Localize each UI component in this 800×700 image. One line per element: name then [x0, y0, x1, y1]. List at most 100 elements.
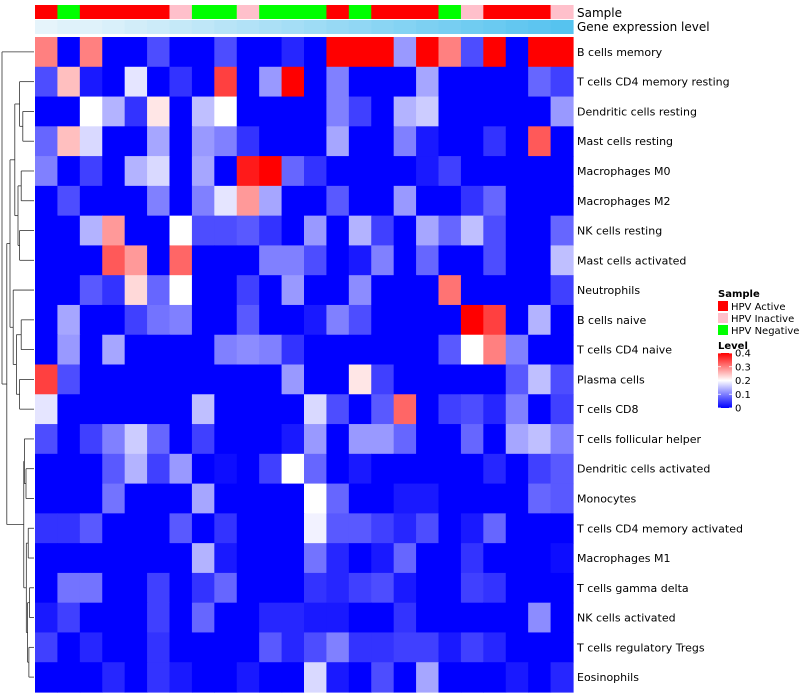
heatmap-cell — [326, 632, 350, 663]
heatmap-cell — [35, 66, 59, 98]
heatmap-cell — [348, 96, 372, 127]
heatmap-cell — [169, 424, 193, 455]
sample-annotation-cell — [371, 5, 395, 19]
heatmap-cell — [102, 483, 126, 514]
heatmap-cell — [550, 37, 574, 68]
sample-annotation-cell — [57, 5, 81, 19]
heatmap-cell — [460, 156, 484, 187]
heatmap-cell — [371, 364, 395, 395]
heatmap-cell — [35, 394, 59, 425]
heatmap-cell — [147, 304, 171, 336]
gene-level-annotation-cell — [191, 20, 215, 34]
heatmap-cell — [191, 126, 215, 157]
heatmap-cell — [259, 275, 283, 306]
heatmap-cell — [393, 334, 417, 366]
heatmap-cell — [102, 215, 126, 247]
gene-level-annotation-cell — [550, 20, 574, 34]
heatmap-cell — [326, 543, 350, 574]
heatmap-cell — [483, 572, 507, 604]
heatmap-cell — [505, 424, 529, 455]
heatmap-cell — [438, 275, 462, 306]
heatmap-cell — [214, 156, 238, 187]
heatmap-cell — [169, 602, 193, 634]
heatmap-cell — [460, 632, 484, 663]
heatmap-cell — [124, 156, 148, 187]
heatmap-cell — [57, 334, 81, 366]
heatmap-cell — [460, 572, 484, 604]
heatmap-cell — [304, 483, 328, 514]
heatmap-cell — [236, 37, 260, 68]
heatmap-cell — [79, 245, 103, 276]
heatmap-cell — [304, 632, 328, 663]
heatmap-cell — [259, 66, 283, 98]
row-label: Dendritic cells resting — [577, 105, 697, 118]
sample-annotation-cell — [124, 5, 148, 19]
heatmap-cell — [438, 543, 462, 574]
heatmap-cell — [259, 543, 283, 574]
row-label: NK cells resting — [577, 225, 662, 238]
sample-annotation-cell — [550, 5, 574, 19]
level-legend: Level 0.4 0.3 0.2 0.1 0 — [718, 341, 751, 415]
level-legend-label: 0.2 — [735, 376, 751, 387]
heatmap-cell — [35, 156, 59, 187]
heatmap-cell — [416, 126, 440, 157]
heatmap-cell — [57, 215, 81, 247]
gene-level-annotation-cell — [124, 20, 148, 34]
gene-level-annotation-cell — [371, 20, 395, 34]
heatmap-cell — [393, 156, 417, 187]
heatmap-cell — [57, 572, 81, 604]
heatmap-cell — [191, 424, 215, 455]
heatmap-cell — [371, 275, 395, 306]
heatmap-cell — [371, 424, 395, 455]
sample-annotation-cell — [460, 5, 484, 19]
heatmap-cell — [438, 394, 462, 425]
heatmap-cell — [281, 543, 305, 574]
heatmap-cell — [528, 543, 552, 574]
heatmap-cell — [57, 513, 81, 544]
heatmap-cell — [393, 572, 417, 604]
heatmap-cell — [371, 66, 395, 98]
heatmap-cell — [393, 543, 417, 574]
heatmap-cell — [304, 275, 328, 306]
heatmap-cell — [460, 543, 484, 574]
heatmap-cell — [348, 364, 372, 395]
heatmap-cell — [236, 394, 260, 425]
heatmap-cell — [483, 156, 507, 187]
heatmap-cell — [259, 632, 283, 663]
heatmap-cell — [438, 245, 462, 276]
heatmap-cell — [147, 126, 171, 157]
level-legend-title: Level — [718, 341, 748, 352]
heatmap-cell — [236, 632, 260, 663]
heatmap-cell — [528, 96, 552, 127]
heatmap-cell — [191, 632, 215, 663]
heatmap-cell — [124, 513, 148, 544]
heatmap-cell — [57, 483, 81, 514]
gene-level-annotation-cell — [35, 20, 59, 34]
heatmap-cell — [57, 126, 81, 157]
heatmap-cell — [124, 215, 148, 247]
sample-annotation-cell — [304, 5, 328, 19]
heatmap-cell — [124, 483, 148, 514]
heatmap-cell — [348, 66, 372, 98]
heatmap-cell — [550, 364, 574, 395]
heatmap-cell — [35, 185, 59, 217]
gene-level-annotation-cell — [326, 20, 350, 34]
heatmap-cell — [348, 245, 372, 276]
heatmap-cell — [35, 275, 59, 306]
heatmap-cell — [483, 245, 507, 276]
heatmap-cell — [326, 602, 350, 634]
heatmap-cell — [393, 662, 417, 693]
row-label: B cells memory — [577, 46, 663, 59]
heatmap-cell — [550, 662, 574, 693]
heatmap-cell — [393, 37, 417, 68]
heatmap-cell — [505, 185, 529, 217]
sample-annotation-cell — [416, 5, 440, 19]
gene-level-annotation-cell — [348, 20, 372, 34]
heatmap-cell — [460, 185, 484, 217]
sample-annotation-cell — [259, 5, 283, 19]
heatmap-cell — [79, 37, 103, 68]
heatmap-cell — [35, 304, 59, 336]
heatmap-cell — [393, 394, 417, 425]
heatmap-cell — [102, 334, 126, 366]
heatmap-cell — [236, 245, 260, 276]
